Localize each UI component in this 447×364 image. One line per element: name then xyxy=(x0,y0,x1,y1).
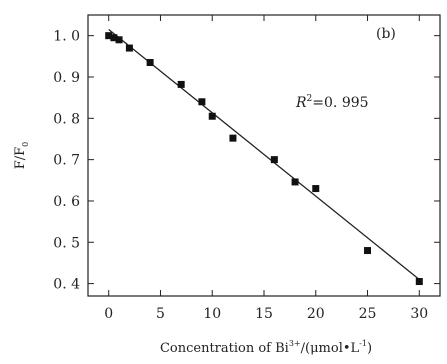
x-tick-label: 20 xyxy=(307,306,325,322)
x-tick-label: 25 xyxy=(359,306,377,322)
x-axis-label-unit-close: ) xyxy=(367,341,372,356)
x-tick-label: 15 xyxy=(255,306,273,322)
x-tick-label: 0 xyxy=(104,306,113,322)
data-point xyxy=(125,44,133,52)
linear-fit-line xyxy=(108,28,420,280)
y-tick-label: 0. 7 xyxy=(53,153,80,169)
y-axis-label-main: F/F xyxy=(13,147,28,169)
x-axis-label-sup: 3+ xyxy=(289,339,301,348)
x-tick-label: 5 xyxy=(156,306,165,322)
data-point xyxy=(364,247,372,255)
data-point xyxy=(312,185,320,193)
r-squared-annotation: R2=0. 995 xyxy=(295,94,369,111)
data-point xyxy=(115,36,123,44)
r-superscript: 2 xyxy=(307,94,313,104)
x-tick-label: 10 xyxy=(203,306,221,322)
axis-ticks: 0 5 10 15 20 25 30 0. 4 0. 5 0. 6 0. 7 0. 8 0. 9 1. 0 xyxy=(53,15,440,322)
x-axis-label-unit-sup: -1 xyxy=(359,339,367,348)
data-point xyxy=(208,112,216,120)
x-axis-label-unit: /(μmol•L xyxy=(301,341,360,356)
data-points xyxy=(105,32,423,286)
r-value: =0. 995 xyxy=(312,95,368,111)
data-point xyxy=(415,278,423,286)
data-point xyxy=(198,98,206,106)
data-point xyxy=(291,178,299,186)
y-tick-label: 0. 8 xyxy=(53,111,80,127)
r-symbol: R xyxy=(295,95,307,111)
x-axis-label: Concentration of Bi3+/(μmol•L-1) xyxy=(160,339,372,356)
data-point xyxy=(146,59,154,67)
data-point xyxy=(110,34,118,42)
data-point xyxy=(105,32,113,40)
data-point xyxy=(270,156,278,164)
panel-label: (b) xyxy=(376,26,396,42)
y-axis-label: F/F0 xyxy=(13,142,30,170)
x-axis-label-main: Concentration of Bi xyxy=(160,341,289,356)
y-tick-label: 0. 5 xyxy=(53,235,80,251)
y-tick-label: 0. 4 xyxy=(53,277,80,293)
data-point xyxy=(229,134,237,142)
fit-line-group xyxy=(108,28,420,280)
y-axis-label-sub: 0 xyxy=(21,142,30,147)
y-tick-label: 0. 6 xyxy=(53,194,80,210)
y-tick-label: 0. 9 xyxy=(53,70,80,86)
x-tick-label: 30 xyxy=(410,306,428,322)
data-point xyxy=(177,80,185,88)
y-tick-label: 1. 0 xyxy=(53,29,80,45)
